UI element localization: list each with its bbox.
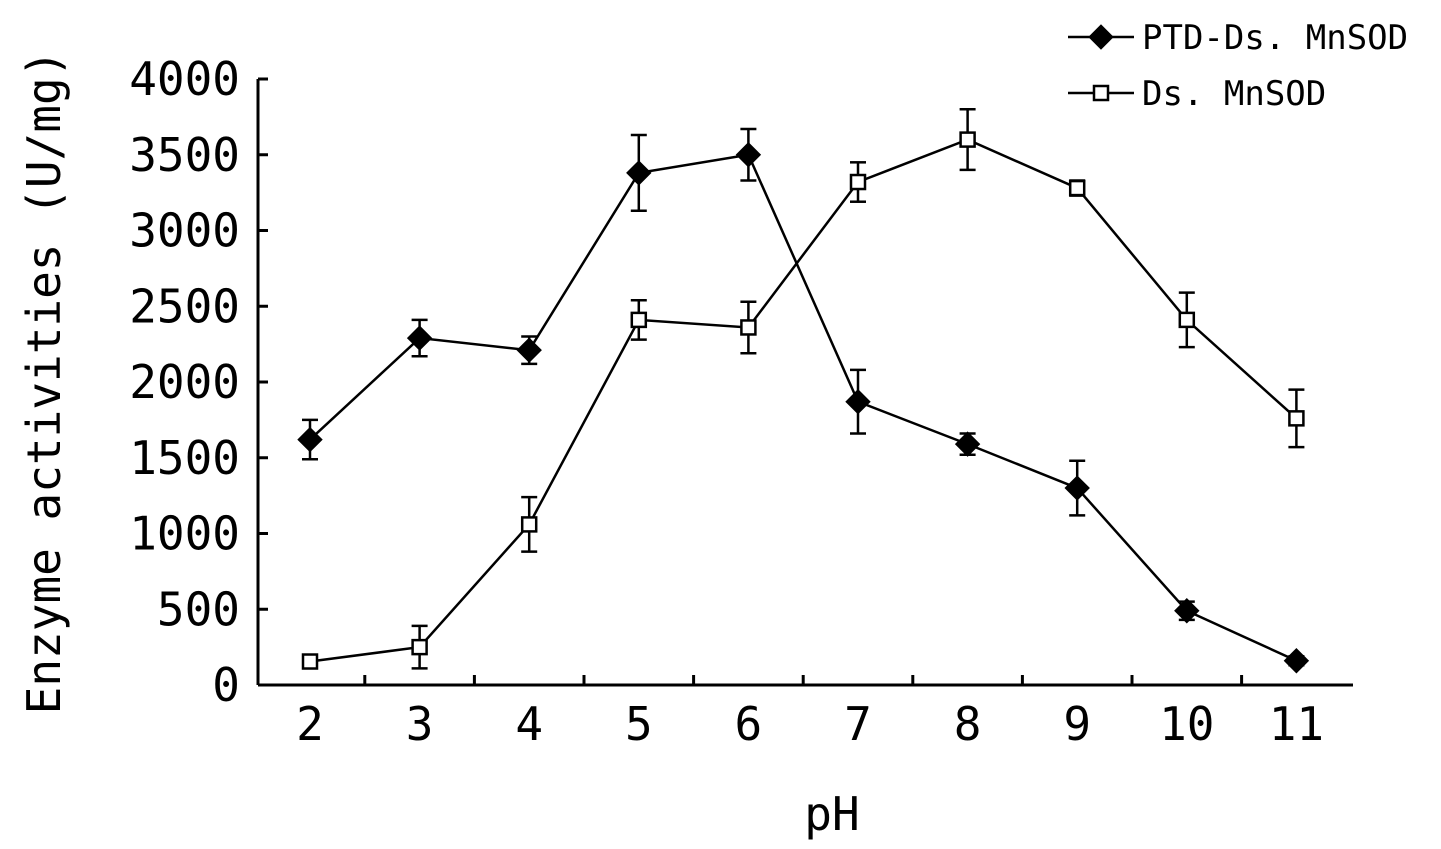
legend-label: PTD-Ds. MnSOD xyxy=(1142,18,1408,58)
legend-label: Ds. MnSOD xyxy=(1142,74,1326,114)
y-tick-label: 4000 xyxy=(129,52,240,106)
series-line xyxy=(309,153,1297,662)
x-tick-label: 9 xyxy=(1063,697,1091,751)
y-tick-label: 3500 xyxy=(129,128,240,182)
y-axis-title: Enzyme activities (U/mg) xyxy=(17,50,71,715)
data-point xyxy=(1174,598,1200,624)
x-tick-label: 11 xyxy=(1269,697,1324,751)
data-point xyxy=(1068,179,1086,197)
data-point xyxy=(516,337,542,363)
y-tick-label: 2500 xyxy=(129,279,240,333)
axes xyxy=(256,79,1353,687)
data-point xyxy=(411,638,428,656)
legend-item-2: Ds. MnSOD xyxy=(1068,74,1326,114)
data-point xyxy=(959,131,976,148)
data-point xyxy=(849,173,867,191)
x-tick-label: 4 xyxy=(515,697,543,751)
data-point xyxy=(735,142,762,168)
x-tick-label: 5 xyxy=(625,697,653,751)
x-tick-label: 7 xyxy=(844,697,872,751)
data-point xyxy=(954,431,981,457)
data-point xyxy=(406,325,433,351)
x-tick-label: 2 xyxy=(296,697,324,751)
data-point xyxy=(1288,410,1305,427)
data-point xyxy=(630,311,648,329)
y-tick-label: 0 xyxy=(212,658,240,712)
data-point xyxy=(1064,475,1090,501)
x-tick-label: 10 xyxy=(1159,697,1214,751)
x-tick-label: 8 xyxy=(954,697,982,751)
y-tick-label: 2000 xyxy=(129,355,240,409)
data-point xyxy=(845,388,871,415)
x-tick-label: 3 xyxy=(406,697,434,751)
data-point xyxy=(1178,311,1196,329)
series-layer xyxy=(297,108,1310,674)
legend-marker xyxy=(1088,24,1114,50)
y-tick-label: 1000 xyxy=(129,507,240,561)
y-tick-label: 1500 xyxy=(129,431,240,485)
series-line xyxy=(309,138,1298,663)
data-point xyxy=(520,516,538,533)
legend: PTD-Ds. MnSOD Ds. MnSOD xyxy=(1068,18,1408,114)
y-tick-label: 500 xyxy=(157,582,240,636)
legend-marker xyxy=(1092,84,1110,102)
legend-item-1: PTD-Ds. MnSOD xyxy=(1068,18,1408,58)
series-1 xyxy=(297,127,1310,674)
x-axis-title: pH xyxy=(804,787,859,841)
data-point xyxy=(626,160,652,186)
data-point xyxy=(301,653,319,670)
data-point xyxy=(1283,648,1310,674)
y-ticks: 0 500 1000 1500 2000 2500 3000 3500 4000 xyxy=(129,52,268,712)
data-point xyxy=(297,426,323,453)
x-tick-label: 6 xyxy=(735,697,763,751)
x-ticks: 2 3 4 5 6 7 8 9 10 11 xyxy=(296,675,1324,751)
series-2 xyxy=(301,108,1305,670)
y-tick-label: 3000 xyxy=(129,204,240,258)
data-point xyxy=(740,319,757,336)
